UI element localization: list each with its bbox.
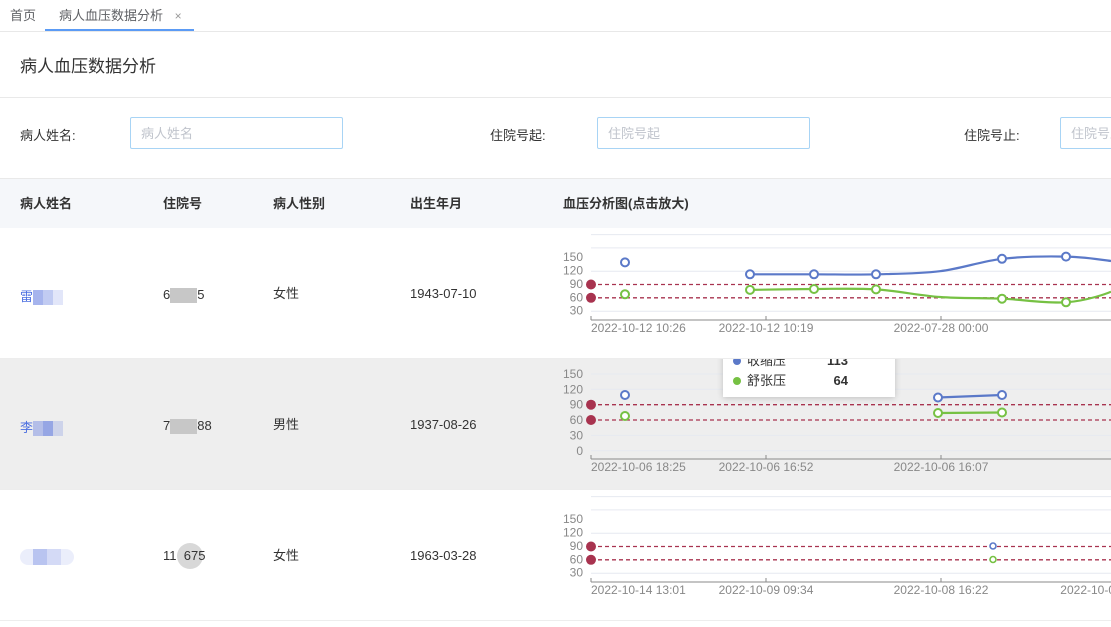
svg-text:30: 30 — [570, 304, 584, 318]
svg-text:150: 150 — [563, 367, 583, 381]
svg-text:2022-10-06 18:25: 2022-10-06 18:25 — [591, 460, 686, 474]
svg-text:120: 120 — [563, 382, 583, 396]
svg-text:2022-10-14 13:01: 2022-10-14 13:01 — [591, 583, 686, 597]
svg-text:90: 90 — [570, 539, 584, 553]
svg-text:150: 150 — [563, 250, 583, 264]
svg-text:2022-10-12 10:19: 2022-10-12 10:19 — [719, 321, 814, 335]
svg-text:60: 60 — [570, 413, 584, 427]
svg-text:2022-10-06 16:07: 2022-10-06 16:07 — [894, 460, 989, 474]
svg-text:30: 30 — [570, 428, 584, 442]
svg-text:120: 120 — [563, 264, 583, 278]
svg-text:2022-10-08: 2022-10-08 — [1060, 583, 1111, 597]
svg-text:2022-10-08 16:22: 2022-10-08 16:22 — [894, 583, 989, 597]
svg-text:60: 60 — [570, 290, 584, 304]
svg-text:2022-10-06 16:52: 2022-10-06 16:52 — [719, 460, 814, 474]
svg-text:60: 60 — [570, 552, 584, 566]
svg-text:150: 150 — [563, 512, 583, 526]
svg-text:2022-07-28 00:00: 2022-07-28 00:00 — [894, 321, 989, 335]
svg-text:2022-10-09 09:34: 2022-10-09 09:34 — [719, 583, 814, 597]
svg-text:90: 90 — [570, 277, 584, 291]
svg-text:0: 0 — [576, 444, 583, 458]
svg-text:120: 120 — [563, 526, 583, 540]
svg-text:30: 30 — [570, 566, 584, 580]
svg-text:2022-10-12 10:26: 2022-10-12 10:26 — [591, 321, 686, 335]
svg-text:90: 90 — [570, 398, 584, 412]
